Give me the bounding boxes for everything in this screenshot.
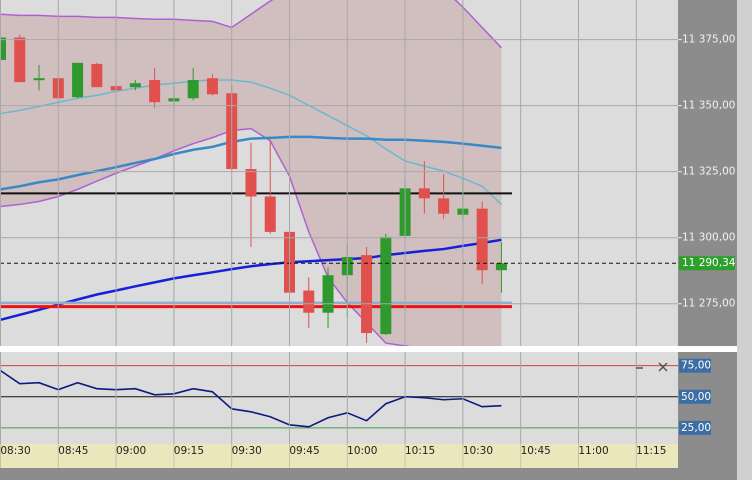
candle-body [245,169,257,197]
oscillator-panel [0,352,678,444]
y-tick-label: 11 325,00 [682,166,735,178]
candle-body [129,83,141,88]
candle-body [33,78,45,81]
overlay-line [0,127,412,346]
overlay-line [0,238,502,322]
y-tick-label: 11 375,00 [682,34,735,46]
panel-controls[interactable] [636,362,668,372]
y-tick-box [679,420,711,435]
x-tick-label: 08:30 [0,445,30,457]
x-tick-label: 11:15 [636,445,666,457]
x-tick-label: 09:30 [232,445,262,457]
y-tick-label: 75,00 [681,360,711,372]
last-price-label: 11 290,34 [682,257,736,269]
candle-body [380,236,392,335]
overlay-line [0,79,502,205]
candle-body [149,80,161,103]
candle-body [264,196,276,232]
main-plot [0,0,678,346]
y-tick-label: 11 350,00 [682,100,735,112]
x-tick-label: 10:30 [463,445,493,457]
candle-body [14,37,26,83]
side-strip [737,0,752,480]
candle-body [72,62,84,98]
x-tick-label: 08:45 [58,445,88,457]
axes: 08:30 08:45 09:00 09:15 09:30 09:45 10:00 10:15… [0,0,736,468]
x-tick-label: 11:00 [578,445,608,457]
x-tick-label: 10:45 [521,445,551,457]
x-tick-label: 09:45 [289,445,319,457]
candle-body [322,275,334,313]
candle-body [495,263,507,271]
x-tick-label: 10:15 [405,445,435,457]
oscillator-plot [0,365,678,429]
overlay-line [0,0,502,49]
candle-body [206,78,218,95]
y-tick-label: 11 275,00 [682,298,735,310]
panel-separator [0,346,737,352]
y-tick-box [679,389,711,404]
candle-body [187,80,199,99]
oscillator-line [0,369,502,428]
candle-body [476,208,488,271]
candle-body [361,255,373,334]
y-tick-label: 11 300,00 [682,232,735,244]
time-axis [0,444,678,468]
candle-body [0,37,6,60]
band-fill [0,0,502,346]
x-tick-label: 09:00 [116,445,146,457]
y-tick-label: 50,00 [681,391,711,403]
candle-body [438,198,450,214]
y-tick-label: 25,00 [681,422,711,434]
candle-body [418,188,430,199]
candle-body [91,63,103,88]
close-icon[interactable] [658,362,668,372]
x-tick-label: 10:00 [347,445,377,457]
overlay-line [0,135,502,191]
y-tick-box [679,358,711,373]
last-price-box [679,256,735,271]
x-tick-label: 09:15 [174,445,204,457]
candle-body [303,290,315,313]
